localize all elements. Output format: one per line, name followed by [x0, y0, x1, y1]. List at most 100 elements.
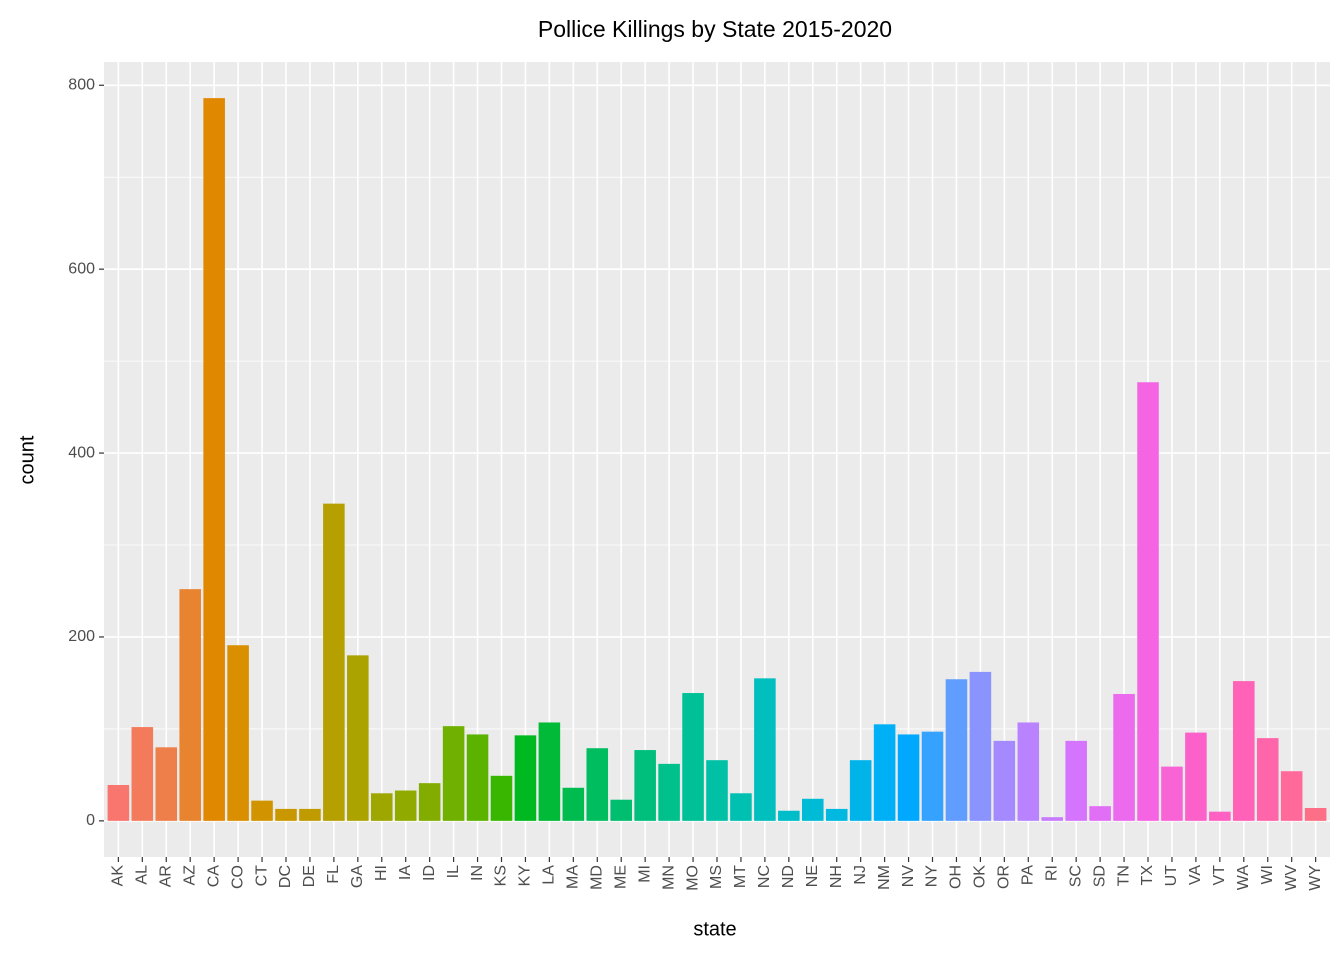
- bar: [203, 98, 225, 821]
- x-tick-label: SC: [1067, 865, 1084, 887]
- x-tick-label: OH: [948, 865, 965, 889]
- x-tick-label: MI: [636, 865, 653, 883]
- x-tick-label: WA: [1235, 865, 1252, 891]
- x-tick-label: CO: [229, 865, 246, 889]
- y-tick-label: 200: [68, 628, 95, 645]
- bar: [1209, 811, 1231, 821]
- bar: [730, 793, 752, 821]
- x-tick-label: WY: [1307, 865, 1324, 891]
- x-tick-label: WI: [1259, 865, 1276, 885]
- x-tick-label: MD: [588, 865, 605, 890]
- bar: [825, 808, 848, 821]
- bar: [778, 810, 800, 821]
- x-tick-label: MO: [684, 865, 701, 891]
- bar: [347, 655, 369, 821]
- x-tick-label: VA: [1187, 865, 1204, 885]
- x-tick-label: MT: [732, 865, 749, 888]
- x-tick-label: NH: [828, 865, 845, 888]
- y-tick-label: 600: [68, 260, 95, 277]
- bar: [1089, 806, 1111, 821]
- bar: [227, 645, 249, 821]
- x-tick-label: WV: [1283, 865, 1300, 891]
- x-tick-label: KS: [493, 865, 510, 886]
- bar: [945, 679, 968, 821]
- chart-title: Pollice Killings by State 2015-2020: [538, 16, 892, 42]
- bar: [802, 798, 824, 821]
- x-tick-label: ID: [421, 865, 438, 881]
- y-tick-label: 400: [68, 444, 95, 461]
- bar: [418, 783, 441, 821]
- x-tick-label: IL: [445, 865, 462, 878]
- x-tick-label: IA: [397, 865, 414, 880]
- bar: [706, 760, 728, 821]
- bar: [921, 731, 944, 821]
- y-tick-label: 800: [68, 76, 95, 93]
- bar: [873, 724, 896, 821]
- bar: [1113, 693, 1135, 821]
- x-tick-label: HI: [373, 865, 390, 881]
- x-tick-label: DE: [301, 865, 318, 887]
- bar: [682, 693, 704, 821]
- y-tick-label: 0: [86, 812, 95, 829]
- bar: [251, 800, 273, 821]
- x-tick-label: CA: [205, 865, 222, 888]
- bar: [658, 763, 680, 821]
- bar: [179, 589, 201, 821]
- bar: [1185, 732, 1207, 821]
- x-tick-label: RI: [1043, 865, 1060, 881]
- x-tick-label: NY: [924, 865, 941, 888]
- bar: [394, 790, 417, 821]
- x-tick-label: OR: [996, 865, 1013, 889]
- bar: [299, 808, 321, 821]
- bar: [754, 678, 776, 821]
- x-tick-label: PA: [1020, 865, 1037, 885]
- x-tick-label: VT: [1211, 865, 1228, 886]
- y-axis-title: count: [16, 435, 38, 484]
- x-tick-label: NC: [756, 865, 773, 888]
- bar: [610, 799, 632, 821]
- x-tick-label: MN: [660, 865, 677, 890]
- x-tick-label: TN: [1115, 865, 1132, 886]
- x-tick-label: NV: [900, 865, 917, 888]
- bar: [897, 734, 920, 821]
- bar: [1065, 740, 1087, 821]
- bar: [1280, 771, 1303, 821]
- bar: [969, 671, 992, 821]
- x-tick-label: AK: [110, 865, 127, 887]
- bar: [1017, 722, 1040, 821]
- x-tick-label: NJ: [852, 865, 869, 885]
- bar: [1161, 766, 1183, 821]
- x-tick-label: DC: [277, 865, 294, 888]
- x-tick-label: GA: [349, 865, 366, 888]
- x-tick-label: MA: [565, 865, 582, 889]
- bar: [514, 735, 537, 821]
- x-axis-title: state: [693, 918, 736, 940]
- bar: [466, 734, 489, 821]
- bar: [634, 750, 656, 821]
- x-tick-label: AL: [134, 865, 151, 885]
- x-tick-label: IN: [469, 865, 486, 881]
- x-tick-label: ME: [612, 865, 629, 889]
- x-tick-label: NM: [876, 865, 893, 890]
- x-tick-label: SD: [1091, 865, 1108, 887]
- bar: [1137, 382, 1159, 821]
- bar: [1256, 738, 1279, 821]
- x-tick-label: AZ: [181, 865, 198, 886]
- bar: [849, 760, 872, 821]
- bar: [1304, 807, 1327, 821]
- bar: [107, 785, 130, 821]
- x-tick-label: LA: [541, 865, 558, 885]
- x-tick-label: CT: [253, 865, 270, 887]
- bar: [275, 808, 297, 821]
- x-tick-label: KY: [517, 865, 534, 887]
- bar: [442, 726, 465, 821]
- x-tick-label: NE: [804, 865, 821, 887]
- bar: [1041, 817, 1064, 821]
- x-tick-label: ND: [780, 865, 797, 888]
- x-tick-label: AR: [157, 865, 174, 887]
- bar: [586, 748, 609, 821]
- bar: [562, 787, 585, 821]
- bar: [323, 503, 345, 821]
- bar: [490, 775, 513, 821]
- bar: [1233, 681, 1255, 821]
